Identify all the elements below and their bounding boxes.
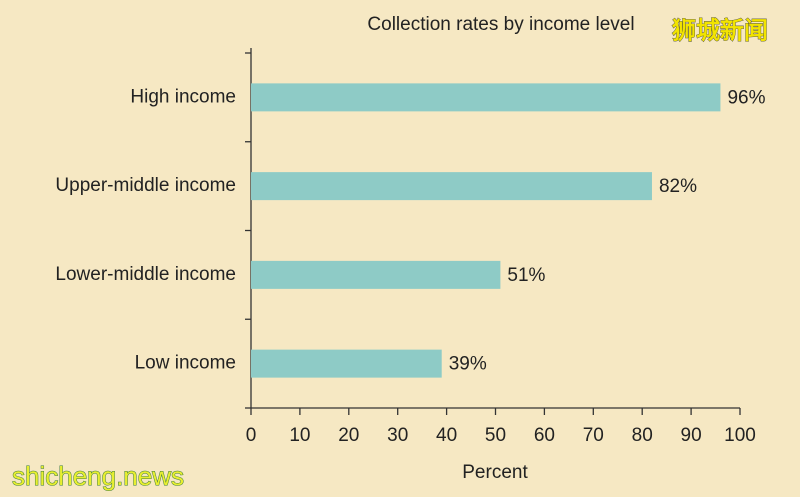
watermark: 狮城新闻 <box>672 16 768 44</box>
x-tick-label: 100 <box>724 425 756 446</box>
x-tick-label: 20 <box>338 425 359 446</box>
value-label: 39% <box>449 354 487 375</box>
bar <box>251 349 442 378</box>
bar <box>251 172 652 201</box>
chart-title: Collection rates by income level <box>367 14 634 35</box>
x-tick-label: 90 <box>681 425 702 446</box>
x-tick-label: 0 <box>246 425 257 446</box>
y-tick-label: Low income <box>135 353 236 374</box>
x-tick-label: 80 <box>632 425 653 446</box>
x-tick-label: 10 <box>289 425 310 446</box>
y-tick-label: High income <box>130 86 236 107</box>
watermark: shicheng.news <box>12 461 184 491</box>
x-tick-label: 70 <box>583 425 604 446</box>
x-tick-label: 50 <box>485 425 506 446</box>
bar <box>251 260 501 289</box>
x-tick-label: 40 <box>436 425 457 446</box>
bar <box>251 83 721 112</box>
value-label: 96% <box>727 87 765 108</box>
y-tick-label: Upper-middle income <box>55 175 236 196</box>
value-label: 82% <box>659 176 697 197</box>
value-label: 51% <box>507 265 545 286</box>
x-tick-label: 30 <box>387 425 408 446</box>
y-tick-label: Lower-middle income <box>55 264 236 285</box>
x-tick-label: 60 <box>534 425 555 446</box>
x-axis-label: Percent <box>462 462 528 483</box>
